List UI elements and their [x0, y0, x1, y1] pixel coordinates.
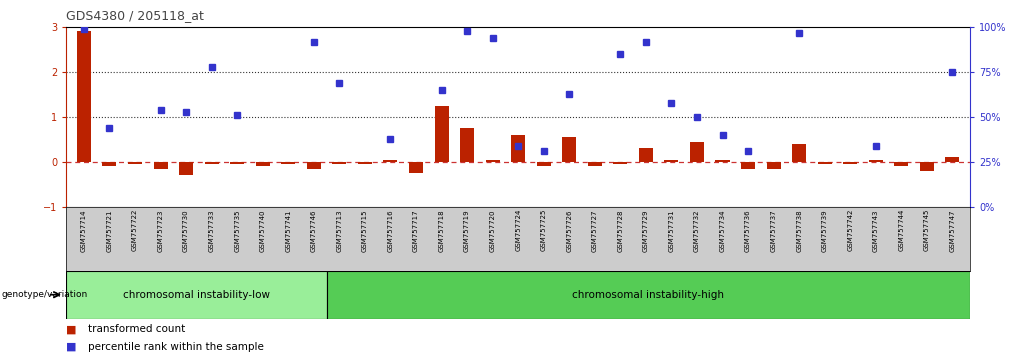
Bar: [332, 162, 346, 164]
Text: GSM757720: GSM757720: [490, 209, 496, 251]
Text: GSM757715: GSM757715: [362, 209, 368, 251]
Bar: [281, 162, 296, 164]
Bar: [588, 162, 601, 166]
Bar: [562, 137, 576, 162]
Bar: [894, 162, 908, 166]
Bar: [843, 162, 858, 164]
Bar: [741, 162, 755, 169]
Text: GSM757721: GSM757721: [107, 209, 113, 251]
Text: GSM757723: GSM757723: [157, 209, 164, 251]
Text: GSM757738: GSM757738: [797, 209, 803, 252]
Bar: [103, 162, 117, 166]
Text: ■: ■: [66, 342, 76, 352]
Text: GSM757727: GSM757727: [591, 209, 597, 251]
Bar: [326, 271, 970, 319]
Text: GSM757744: GSM757744: [898, 209, 904, 251]
Bar: [664, 160, 679, 162]
Text: GSM757713: GSM757713: [336, 209, 342, 252]
Bar: [77, 31, 91, 162]
Text: GSM757732: GSM757732: [694, 209, 700, 251]
Bar: [818, 162, 832, 164]
Bar: [690, 142, 704, 162]
Text: GSM757745: GSM757745: [924, 209, 930, 251]
Bar: [919, 162, 934, 171]
Text: GSM757729: GSM757729: [643, 209, 649, 251]
Text: percentile rank within the sample: percentile rank within the sample: [88, 342, 264, 352]
Bar: [614, 162, 627, 164]
Bar: [639, 148, 653, 162]
Text: GSM757722: GSM757722: [132, 209, 138, 251]
Text: GSM757746: GSM757746: [311, 209, 317, 251]
Text: GSM757737: GSM757737: [770, 209, 776, 252]
Text: GSM757736: GSM757736: [745, 209, 751, 252]
Bar: [358, 162, 372, 164]
Bar: [945, 158, 959, 162]
Bar: [307, 162, 321, 169]
Text: GSM757747: GSM757747: [949, 209, 955, 251]
Text: GSM757740: GSM757740: [260, 209, 266, 251]
Bar: [792, 144, 806, 162]
Bar: [460, 128, 474, 162]
Text: GSM757726: GSM757726: [566, 209, 572, 251]
Text: GSM757716: GSM757716: [387, 209, 393, 252]
Text: GSM757734: GSM757734: [719, 209, 725, 251]
Text: transformed count: transformed count: [88, 324, 186, 334]
Text: genotype/variation: genotype/variation: [1, 290, 87, 299]
Bar: [383, 160, 397, 162]
Text: GSM757739: GSM757739: [822, 209, 828, 252]
Bar: [256, 162, 270, 166]
Bar: [766, 162, 780, 169]
Text: chromosomal instability-high: chromosomal instability-high: [572, 290, 724, 300]
Text: GDS4380 / 205118_at: GDS4380 / 205118_at: [66, 9, 204, 22]
Text: GSM757735: GSM757735: [234, 209, 240, 251]
Text: GSM757718: GSM757718: [439, 209, 445, 252]
Text: ■: ■: [66, 324, 76, 334]
Bar: [153, 162, 168, 169]
Bar: [409, 162, 423, 173]
Bar: [869, 160, 883, 162]
Text: chromosomal instability-low: chromosomal instability-low: [123, 290, 270, 300]
Bar: [511, 135, 525, 162]
Bar: [204, 162, 218, 164]
Text: GSM757741: GSM757741: [285, 209, 292, 251]
Text: GSM757743: GSM757743: [873, 209, 879, 251]
Bar: [128, 162, 142, 164]
Text: GSM757742: GSM757742: [847, 209, 853, 251]
Text: GSM757725: GSM757725: [541, 209, 547, 251]
Text: GSM757719: GSM757719: [464, 209, 470, 252]
Text: GSM757728: GSM757728: [618, 209, 624, 251]
Bar: [179, 162, 193, 176]
Text: GSM757730: GSM757730: [183, 209, 189, 252]
Text: GSM757714: GSM757714: [81, 209, 87, 251]
Bar: [715, 160, 729, 162]
Bar: [536, 162, 551, 166]
Text: GSM757731: GSM757731: [669, 209, 675, 252]
Text: GSM757717: GSM757717: [412, 209, 419, 252]
Text: GSM757724: GSM757724: [515, 209, 521, 251]
Text: GSM757733: GSM757733: [208, 209, 214, 252]
Bar: [66, 271, 326, 319]
Bar: [486, 160, 500, 162]
Bar: [435, 105, 448, 162]
Bar: [231, 162, 244, 164]
